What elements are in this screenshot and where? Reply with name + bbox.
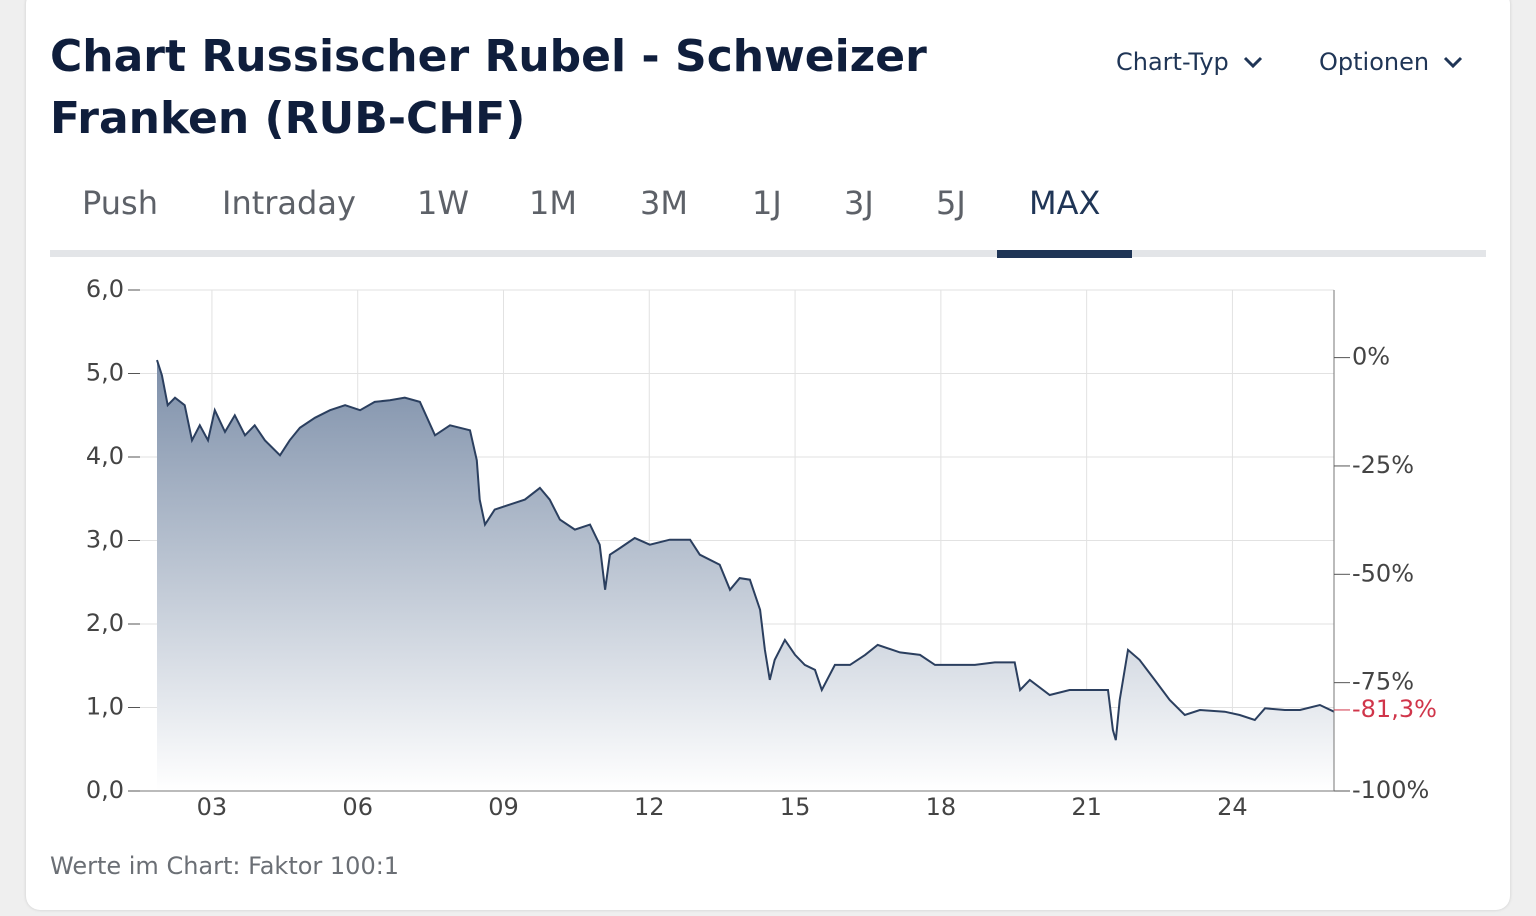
y2-tick-label: -25% [1352,451,1414,479]
chevron [1444,56,1463,69]
y-tick-label: 2,0 [86,609,124,637]
tabs-bar [50,250,1486,257]
y-tick-label: 4,0 [86,442,124,470]
area-fill [157,360,1334,791]
y-tick-label: 6,0 [86,275,124,303]
tab[interactable]: 1W [417,184,469,222]
tab[interactable]: Push [82,184,158,222]
x-tick-label: 24 [1217,793,1248,821]
y2-tick-label: 0% [1352,343,1390,371]
chart-type-menu[interactable]: Chart-Typ [1116,48,1263,76]
y-tick-label: 1,0 [86,693,124,721]
x-tick-label: 18 [926,793,957,821]
x-tick-label: 21 [1071,793,1102,821]
y-tick-label: 5,0 [86,359,124,387]
tab[interactable]: 5J [936,184,966,222]
tabs: Push Intraday 1W 1M 3M 1J 3J 5J MAX [50,184,1486,258]
tab[interactable]: Intraday [222,184,356,222]
x-tick-label: 06 [342,793,373,821]
active-tab-underline [997,250,1133,258]
menu-label[interactable]: Optionen [1319,48,1430,76]
title: Chart Russischer Rubel - Schweizer Frank… [50,31,927,144]
x-tick-label: 03 [197,793,228,821]
tab[interactable]: 1J [752,184,782,222]
y2-tick-label: -75% [1352,668,1414,696]
last-change-label: -81,3% [1352,695,1437,723]
options-menu[interactable]: Optionen [1319,48,1463,76]
x-tick-label: 12 [634,793,665,821]
y-tick-label: 0,0 [86,776,124,804]
x-tick-label: 09 [488,793,519,821]
menu-label[interactable]: Chart-Typ [1116,48,1229,76]
price-line [156,359,1335,741]
x-tick-label: 15 [780,793,811,821]
chevron [1243,56,1262,69]
tab[interactable]: MAX [1029,184,1101,222]
tab[interactable]: 3J [844,184,874,222]
tab[interactable]: 1M [529,184,577,222]
tab[interactable]: 3M [640,184,688,222]
y-tick-label: 3,0 [86,526,124,554]
y2-tick-label: -50% [1352,559,1414,587]
chart-note: Werte im Chart: Faktor 100:1 [50,852,400,880]
y2-tick-label: -100% [1352,776,1429,804]
